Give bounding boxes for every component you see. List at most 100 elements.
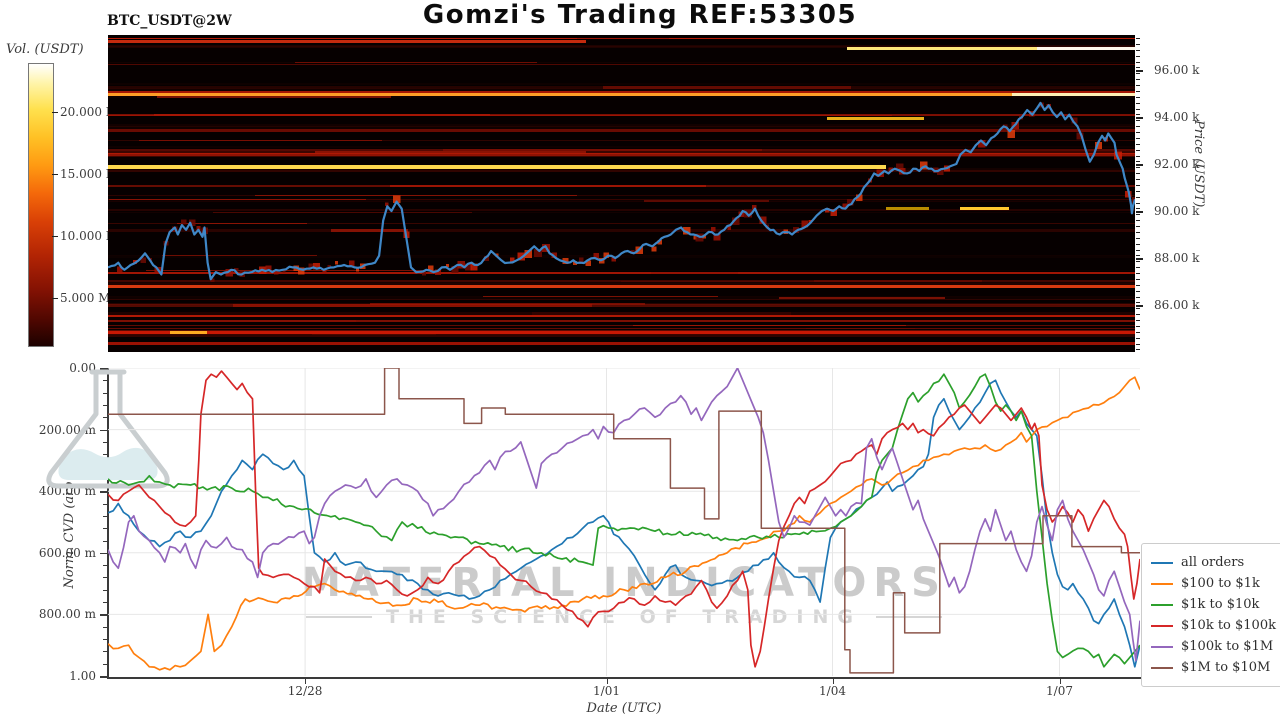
price-minor-tick	[1136, 137, 1140, 139]
price-minor-tick	[1136, 267, 1140, 269]
cvd-major-tick	[100, 552, 107, 555]
colorbar-tick-label: 20.000 M	[60, 105, 119, 119]
legend-swatch	[1151, 666, 1173, 669]
colorbar-tick	[52, 112, 58, 113]
price-minor-tick	[1136, 308, 1140, 310]
legend-item: $100 to $1k	[1151, 573, 1275, 594]
price-minor-tick	[1136, 255, 1140, 257]
colorbar-tick	[52, 236, 58, 237]
cvd-x-tick-label: 1/04	[819, 684, 846, 698]
price-minor-tick	[1136, 143, 1140, 145]
cvd-minor-tick	[103, 589, 107, 591]
price-major-tick	[1136, 211, 1143, 213]
cvd-x-tick-label: 1/01	[593, 684, 620, 698]
cvd-minor-tick	[103, 441, 107, 443]
price-tick-label: 96.00 k	[1154, 63, 1200, 77]
cvd-minor-tick	[103, 528, 107, 530]
legend-swatch	[1151, 624, 1173, 627]
price-minor-tick	[1136, 343, 1140, 345]
cvd-minor-tick	[103, 380, 107, 382]
price-minor-tick	[1136, 126, 1140, 128]
colorbar-tick-label: 10.000 M	[60, 229, 119, 243]
price-minor-tick	[1136, 249, 1140, 251]
price-minor-tick	[1136, 190, 1140, 192]
price-major-tick	[1136, 117, 1143, 119]
legend: all orders $100 to $1k $1k to $10k $10k to …	[1141, 543, 1280, 687]
price-minor-tick	[1136, 38, 1140, 39]
price-major-tick	[1136, 305, 1143, 307]
price-tick-label: 94.00 k	[1154, 110, 1200, 124]
legend-label: $100 to $1k	[1181, 576, 1260, 591]
legend-swatch	[1151, 582, 1173, 585]
price-minor-tick	[1136, 173, 1140, 175]
price-minor-tick	[1136, 102, 1140, 104]
price-axis-title: Price (USDT)	[1191, 120, 1206, 208]
price-minor-tick	[1136, 73, 1140, 75]
legend-label: $10k to $100k	[1181, 618, 1276, 633]
price-minor-tick	[1136, 220, 1140, 222]
price-minor-tick	[1136, 149, 1140, 151]
price-minor-tick	[1136, 120, 1140, 122]
cvd-major-tick	[100, 614, 107, 616]
cvd-x-tick-label: 12/28	[287, 684, 323, 698]
cvd-x-tick	[1059, 679, 1061, 684]
price-minor-tick	[1136, 155, 1140, 157]
price-minor-tick	[1136, 61, 1140, 63]
cvd-minor-tick	[103, 602, 107, 604]
colorbar-title: Vol. (USDT)	[6, 42, 84, 57]
legend-item: $1M to $10M	[1151, 657, 1275, 678]
cvd-x-tick	[606, 679, 608, 684]
price-volume-heatmap[interactable]	[108, 35, 1135, 352]
price-minor-tick	[1136, 231, 1140, 233]
cvd-left-spine	[107, 368, 109, 678]
cvd-chart[interactable]: MATERIAL INDICATORS THE SCIENCE OF TRADI…	[46, 368, 1140, 677]
colorbar-tick-label: 5.000 M	[60, 291, 111, 305]
price-minor-tick	[1136, 214, 1140, 216]
cvd-major-tick	[100, 368, 107, 370]
price-minor-tick	[1136, 167, 1140, 169]
price-minor-tick	[1136, 108, 1140, 110]
price-minor-tick	[1136, 43, 1140, 45]
price-minor-tick	[1136, 314, 1140, 316]
price-minor-tick	[1136, 337, 1140, 339]
x-axis-title: Date (UTC)	[586, 701, 662, 716]
price-minor-tick	[1136, 325, 1140, 327]
cvd-y-tick-label: 200.00 m	[38, 422, 96, 437]
cvd-y-tick-label: 800.00 m	[38, 607, 96, 622]
cvd-minor-tick	[103, 392, 107, 394]
cvd-x-tick-label: 1/07	[1046, 684, 1073, 698]
price-minor-tick	[1136, 278, 1140, 280]
cvd-y-tick-label: 1.00	[69, 669, 96, 683]
cvd-x-tick	[832, 679, 834, 684]
y-axis-title: Norm. CVD (arb. u.)	[62, 455, 77, 589]
cvd-major-tick	[100, 676, 107, 678]
legend-item: $100k to $1M	[1151, 636, 1275, 657]
price-minor-tick	[1136, 49, 1140, 51]
price-minor-tick	[1136, 79, 1140, 81]
legend-label: $1M to $10M	[1181, 660, 1271, 675]
cvd-minor-tick	[103, 651, 107, 653]
cvd-minor-tick	[103, 565, 107, 567]
legend-swatch	[1151, 645, 1173, 648]
colorbar-tick-label: 15.000 M	[60, 167, 119, 181]
cvd-minor-tick	[103, 454, 107, 456]
price-minor-tick	[1136, 208, 1140, 210]
price-minor-tick	[1136, 96, 1140, 98]
legend-label: $1k to $10k	[1181, 597, 1260, 612]
price-minor-tick	[1136, 302, 1140, 304]
volume-colorbar	[28, 63, 54, 347]
legend-swatch	[1151, 561, 1173, 564]
legend-label: $100k to $1M	[1181, 639, 1274, 654]
price-minor-tick	[1136, 90, 1140, 92]
price-minor-tick	[1136, 349, 1140, 351]
cvd-minor-tick	[103, 663, 107, 665]
price-minor-tick	[1136, 237, 1140, 239]
cvd-x-tick	[305, 679, 307, 684]
price-tick-label: 92.00 k	[1154, 157, 1200, 171]
price-minor-tick	[1136, 243, 1140, 245]
colorbar-tick	[52, 298, 58, 299]
cvd-minor-tick	[103, 405, 107, 406]
cvd-minor-tick	[103, 503, 107, 505]
page-title: Gomzi's Trading REF:53305	[422, 0, 858, 30]
price-minor-tick	[1136, 179, 1140, 180]
